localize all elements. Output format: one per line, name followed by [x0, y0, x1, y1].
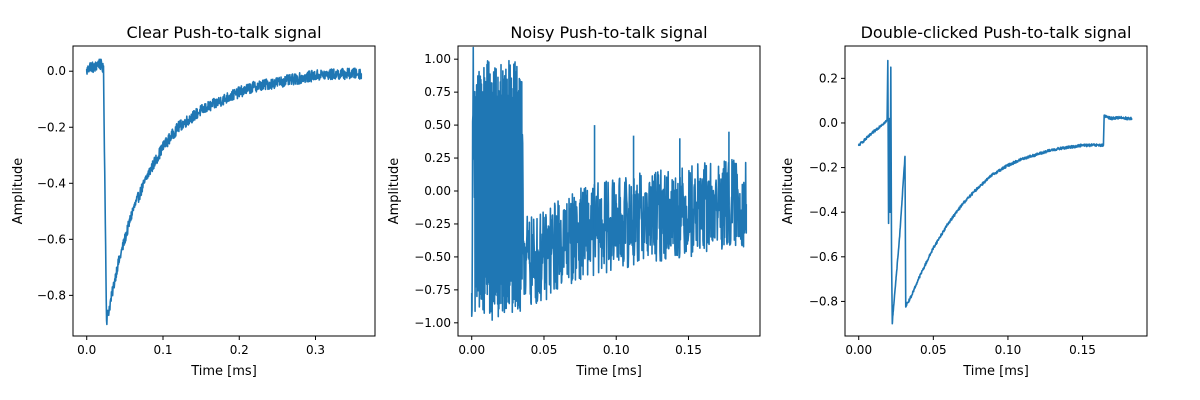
plot-area — [470, 46, 748, 321]
chart-title: Clear Push-to-talk signal — [126, 23, 321, 42]
subplot-noisy-signal: Noisy Push-to-talk signal 0.00 0.05 0.10 0.… — [387, 23, 761, 379]
y-axis-label: Amplitude — [781, 158, 796, 225]
plot-area — [857, 59, 1133, 325]
series-line — [470, 46, 748, 321]
chart-title: Double-clicked Push-to-talk signal — [861, 23, 1132, 42]
ticks-group: 0.00 0.05 0.10 0.15 1.00 0.75 0.50 0.25 0.00 −0.2… — [414, 52, 702, 357]
y-axis-label: Amplitude — [387, 158, 402, 225]
y-tick-label: −0.4 — [809, 205, 838, 219]
y-tick-label: −0.2 — [37, 120, 66, 134]
x-tick-label: 0.1 — [153, 343, 172, 357]
x-tick-label: 0.10 — [603, 343, 630, 357]
y-tick-label: −0.50 — [414, 250, 451, 264]
x-tick-label: 0.0 — [77, 343, 96, 357]
y-tick-label: −0.75 — [414, 283, 451, 297]
x-tick-label: 0.00 — [845, 343, 872, 357]
y-tick-label: 0.75 — [424, 85, 451, 99]
plot-area — [85, 58, 363, 326]
y-tick-label: −1.00 — [414, 316, 451, 330]
y-tick-label: −0.6 — [37, 232, 66, 246]
x-tick-label: 0.3 — [306, 343, 325, 357]
x-tick-label: 0.15 — [1069, 343, 1096, 357]
x-tick-label: 0.2 — [230, 343, 249, 357]
x-tick-label: 0.05 — [531, 343, 558, 357]
x-tick-label: 0.00 — [458, 343, 485, 357]
ticks-group: 0.00 0.05 0.10 0.15 0.2 0.0 −0.2 −0.4 −0.6 −0.8 — [809, 71, 1096, 357]
y-tick-label: −0.4 — [37, 176, 66, 190]
y-tick-label: −0.25 — [414, 217, 451, 231]
y-tick-label: −0.8 — [37, 288, 66, 302]
subplot-clear-signal: Clear Push-to-talk signal 0.0 0.1 0.2 0.30.… — [11, 23, 376, 379]
chart-title: Noisy Push-to-talk signal — [510, 23, 707, 42]
y-tick-label: 1.00 — [424, 52, 451, 66]
y-tick-label: 0.50 — [424, 118, 451, 132]
y-tick-label: 0.0 — [47, 64, 66, 78]
y-tick-label: 0.2 — [819, 71, 838, 85]
x-tick-label: 0.10 — [995, 343, 1022, 357]
y-tick-label: −0.8 — [809, 294, 838, 308]
axes-frame — [844, 45, 1148, 337]
x-tick-label: 0.05 — [920, 343, 947, 357]
x-axis-label: Time [ms] — [575, 364, 642, 379]
y-tick-label: −0.6 — [809, 250, 838, 264]
axes-frame — [72, 45, 376, 337]
y-tick-label: −0.2 — [809, 161, 838, 175]
series-line — [857, 59, 1133, 325]
subplot-double-clicked-signal: Double-clicked Push-to-talk signal 0.00 0… — [781, 23, 1148, 379]
series-line — [85, 58, 363, 326]
x-axis-label: Time [ms] — [190, 364, 257, 379]
y-tick-label: 0.00 — [424, 184, 451, 198]
y-tick-label: 0.25 — [424, 151, 451, 165]
x-axis-label: Time [ms] — [962, 364, 1029, 379]
y-tick-label: 0.0 — [819, 116, 838, 130]
axes-frame — [457, 45, 761, 337]
y-axis-label: Amplitude — [11, 158, 26, 225]
x-tick-label: 0.15 — [675, 343, 702, 357]
ticks-group: 0.0 0.1 0.2 0.3 0.0 −0.2 −0.4 −0.6 −0.8 — [37, 64, 325, 357]
